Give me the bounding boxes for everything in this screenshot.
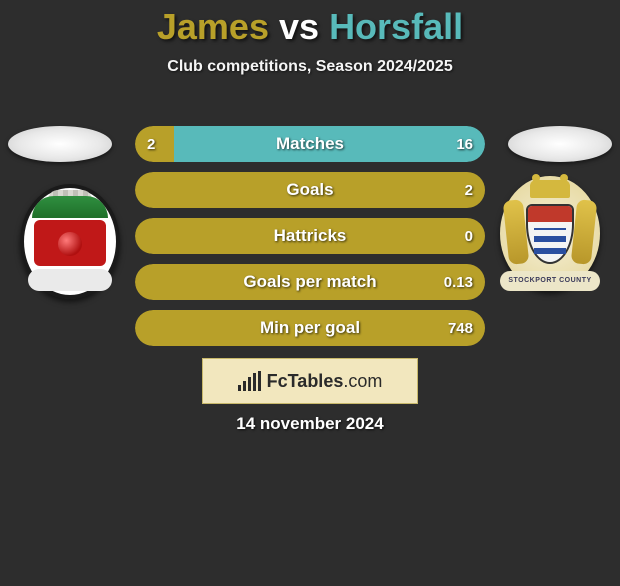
title-player2: Horsfall xyxy=(329,6,463,47)
player2-photo-ellipse xyxy=(508,126,612,162)
watermark-domain: .com xyxy=(343,371,382,391)
title-player1: James xyxy=(157,6,269,47)
bar-label: Goals per match xyxy=(135,264,485,300)
watermark-box: FcTables.com xyxy=(202,358,418,404)
bar-row: Hattricks0 xyxy=(135,218,485,254)
bar-label: Goals xyxy=(135,172,485,208)
bar-row: Goals per match0.13 xyxy=(135,264,485,300)
bar-label: Hattricks xyxy=(135,218,485,254)
watermark-brand: FcTables xyxy=(267,371,344,391)
comparison-bars: Matches216Goals2Hattricks0Goals per matc… xyxy=(135,126,485,356)
bar-value-right: 16 xyxy=(456,126,473,162)
player1-photo-ellipse xyxy=(8,126,112,162)
date-text: 14 november 2024 xyxy=(0,414,620,434)
watermark-text: FcTables.com xyxy=(267,371,383,392)
bar-value-right: 748 xyxy=(448,310,473,346)
bar-value-right: 2 xyxy=(465,172,473,208)
bar-value-right: 0.13 xyxy=(444,264,473,300)
bar-label: Min per goal xyxy=(135,310,485,346)
page-title: James vs Horsfall xyxy=(0,6,620,48)
bar-label: Matches xyxy=(135,126,485,162)
crest-scroll-text: STOCKPORT COUNTY xyxy=(500,271,600,291)
bar-chart-icon xyxy=(238,371,261,391)
bar-row: Goals2 xyxy=(135,172,485,208)
club-crest-left xyxy=(20,184,120,299)
bar-row: Min per goal748 xyxy=(135,310,485,346)
bar-value-right: 0 xyxy=(465,218,473,254)
title-vs: vs xyxy=(279,6,319,47)
bar-row: Matches2 16 xyxy=(135,126,485,162)
club-crest-right: STOCKPORT COUNTY xyxy=(500,176,600,291)
bar-value-left: 2 xyxy=(147,126,155,162)
subtitle: Club competitions, Season 2024/2025 xyxy=(0,58,620,76)
